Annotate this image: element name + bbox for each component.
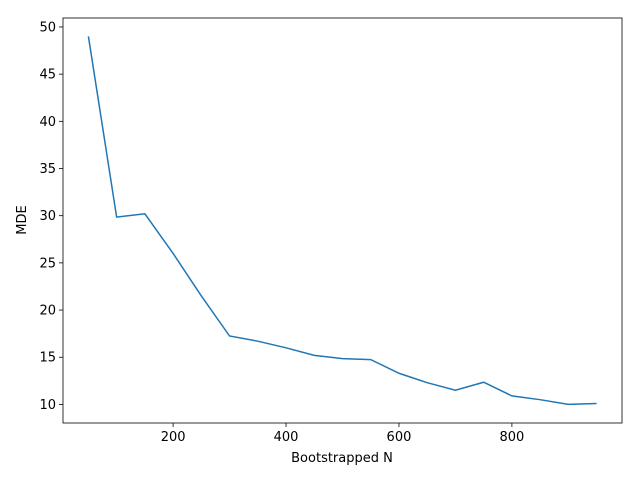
plot-frame	[62, 17, 623, 424]
y-tick-label: 45	[39, 68, 56, 83]
y-tick-label: 30	[39, 209, 56, 224]
y-axis-label: MDE	[15, 205, 30, 234]
data-line	[87, 36, 597, 406]
y-tick-label: 15	[39, 351, 56, 366]
y-tick-label: 35	[39, 162, 56, 177]
y-tick-label: 40	[39, 115, 56, 130]
y-tick-label: 25	[39, 256, 56, 271]
x-tick-label: 400	[274, 430, 299, 445]
y-tick-label: 50	[39, 20, 56, 35]
y-tick-label: 10	[39, 398, 56, 413]
y-tick-label: 20	[39, 304, 56, 319]
x-tick-label: 200	[161, 430, 186, 445]
x-tick-label: 800	[499, 430, 524, 445]
x-axis-label: Bootstrapped N	[291, 451, 393, 466]
x-tick-label: 600	[387, 430, 412, 445]
